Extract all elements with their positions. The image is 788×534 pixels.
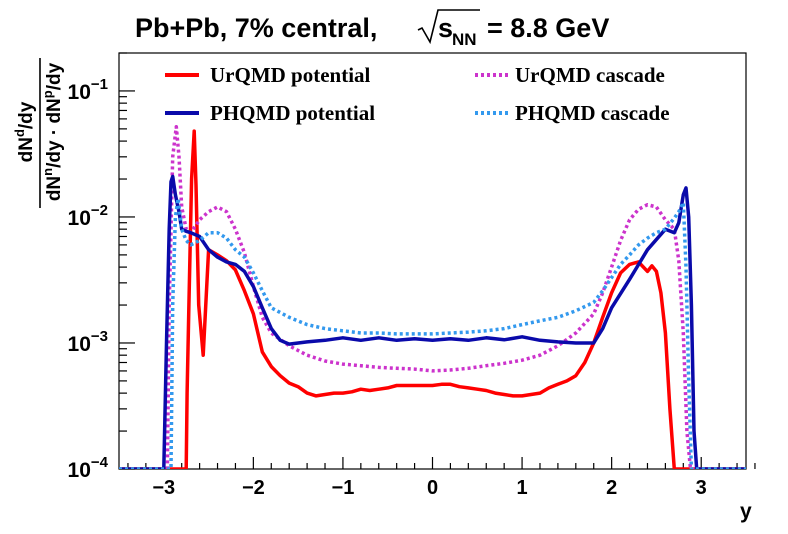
- series-line-phqmd-potential: [119, 174, 746, 469]
- legend-item-urqmd-cascade: UrQMD cascade: [475, 63, 665, 87]
- chart-title-suffix: = 8.8 GeV: [487, 13, 609, 43]
- sqrt-symbol: [417, 9, 480, 45]
- chart-title-prefix: Pb+Pb, 7% central,: [135, 13, 377, 43]
- series-group: [119, 124, 746, 469]
- x-tick-label: 1: [517, 477, 528, 499]
- axis-tick-labels: −3 −2 −1 0 1 2 3 10−1 10−2 10−3 10−4: [68, 76, 707, 499]
- series-line-urqmd-potential: [119, 129, 746, 469]
- chart-title: Pb+Pb, 7% central, s NN = 8.8 GeV: [135, 9, 609, 49]
- x-tick-label: 3: [696, 477, 707, 499]
- y-tick-label: 10−3: [68, 328, 108, 356]
- axis-ticks: [119, 52, 756, 470]
- legend-label-phqmd-potential: PHQMD potential: [210, 101, 375, 125]
- legend-item-urqmd-potential: UrQMD potential: [165, 63, 371, 87]
- chart-title-sqrt-s: s: [438, 13, 453, 43]
- y-tick-label: 10−2: [68, 202, 108, 230]
- x-tick-label: 0: [427, 477, 438, 499]
- ylabel-numerator: dNd/dy: [12, 101, 37, 162]
- legend-label-urqmd-potential: UrQMD potential: [210, 63, 371, 87]
- legend-label-phqmd-cascade: PHQMD cascade: [515, 101, 670, 125]
- legend-item-phqmd-cascade: PHQMD cascade: [475, 101, 670, 125]
- chart-title-sqrt-subscript: NN: [452, 30, 477, 49]
- legend-item-phqmd-potential: PHQMD potential: [165, 101, 375, 125]
- y-tick-label: 10−4: [68, 454, 109, 482]
- y-axis-label: dNd/dy dNn/dy · dNp/dy: [12, 58, 65, 208]
- series-line-phqmd-cascade: [119, 196, 746, 469]
- ylabel-denominator: dNn/dy · dNp/dy: [40, 62, 65, 201]
- y-tick-label: 10−1: [68, 76, 108, 104]
- x-tick-label: −2: [242, 477, 265, 499]
- legend: UrQMD potential UrQMD cascade PHQMD pote…: [165, 63, 670, 125]
- series-line-urqmd-cascade: [119, 124, 746, 469]
- x-axis-label: y: [740, 500, 752, 523]
- x-tick-label: −1: [332, 477, 355, 499]
- legend-label-urqmd-cascade: UrQMD cascade: [515, 63, 665, 87]
- x-tick-label: 2: [606, 477, 617, 499]
- x-tick-label: −3: [152, 477, 175, 499]
